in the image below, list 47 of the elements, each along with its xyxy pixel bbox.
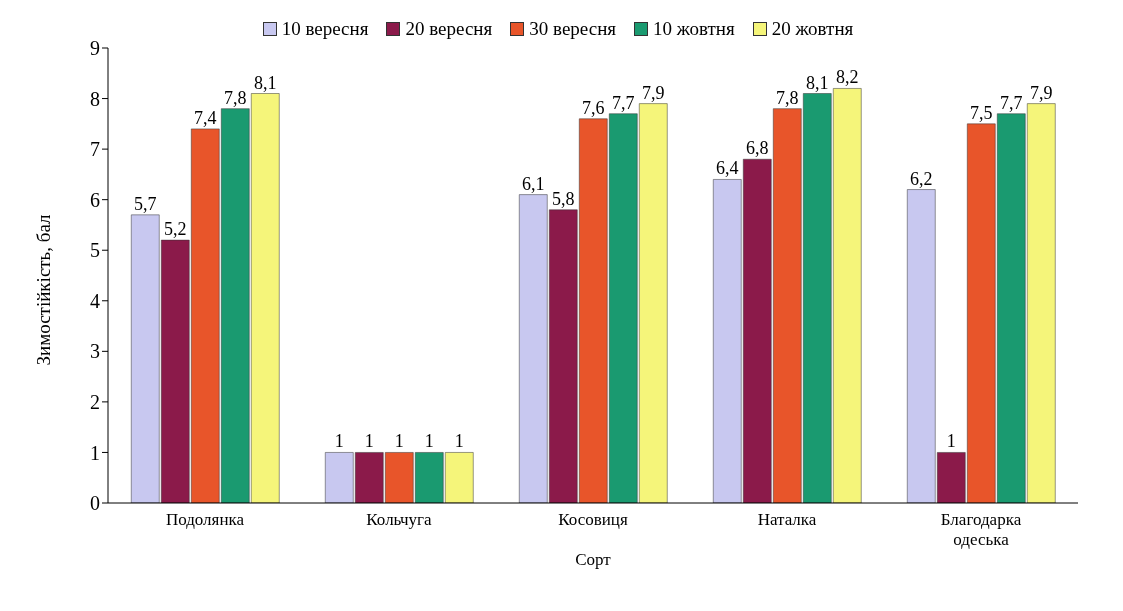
data-label: 6,4 (716, 158, 739, 179)
data-label: 5,2 (164, 219, 187, 240)
legend-label: 20 жовтня (771, 18, 854, 40)
legend-label: 10 жовтня (653, 18, 735, 40)
data-label: 8,1 (806, 72, 829, 93)
y-tick-label: 0 (90, 492, 100, 515)
y-axis-title: Зимостійкість, бал (32, 213, 54, 366)
y-tick-label: 7 (90, 138, 100, 161)
data-label: 1 (454, 431, 464, 452)
data-label: 7,9 (1030, 82, 1053, 103)
y-tick-label: 2 (90, 390, 100, 413)
data-label: 7,7 (612, 92, 635, 113)
x-tick-label: Наталка (757, 510, 817, 529)
x-tick-label: Благодарка одеська (940, 510, 1022, 549)
y-tick-label: 6 (90, 188, 100, 211)
x-tick-label: Косовиця (558, 510, 628, 529)
data-label: 1 (424, 431, 434, 452)
y-tick-label: 5 (90, 239, 100, 262)
y-tick-label: 4 (90, 289, 100, 312)
legend-label: 10 вересня (281, 18, 369, 40)
data-label: 8,2 (836, 67, 859, 88)
data-label: 6,1 (522, 173, 545, 194)
data-label: 7,8 (776, 87, 799, 108)
y-tick-label: 9 (90, 37, 100, 60)
data-label: 6,8 (746, 138, 769, 159)
data-label: 7,6 (582, 97, 605, 118)
x-tick-label: Подолянка (165, 510, 245, 529)
y-tick-label: 1 (90, 441, 100, 464)
x-axis-title: Сорт (575, 550, 612, 569)
data-label: 1 (364, 431, 374, 452)
data-label: 6,2 (910, 168, 933, 189)
y-tick-label: 8 (90, 87, 100, 110)
data-label: 7,5 (970, 102, 993, 123)
legend-label: 20 вересня (405, 18, 493, 40)
x-tick-label: Кольчуга (366, 510, 433, 529)
data-label: 1 (946, 431, 956, 452)
data-label: 5,8 (552, 188, 575, 209)
data-label: 7,7 (1000, 92, 1023, 113)
data-label: 7,9 (642, 82, 665, 103)
data-label: 5,7 (134, 193, 157, 214)
data-label: 8,1 (254, 72, 277, 93)
data-label: 7,4 (194, 107, 217, 128)
y-tick-label: 3 (90, 340, 100, 363)
data-label: 1 (394, 431, 404, 452)
data-label: 7,8 (224, 87, 247, 108)
data-label: 1 (334, 431, 344, 452)
legend-label: 30 вересня (529, 18, 617, 40)
